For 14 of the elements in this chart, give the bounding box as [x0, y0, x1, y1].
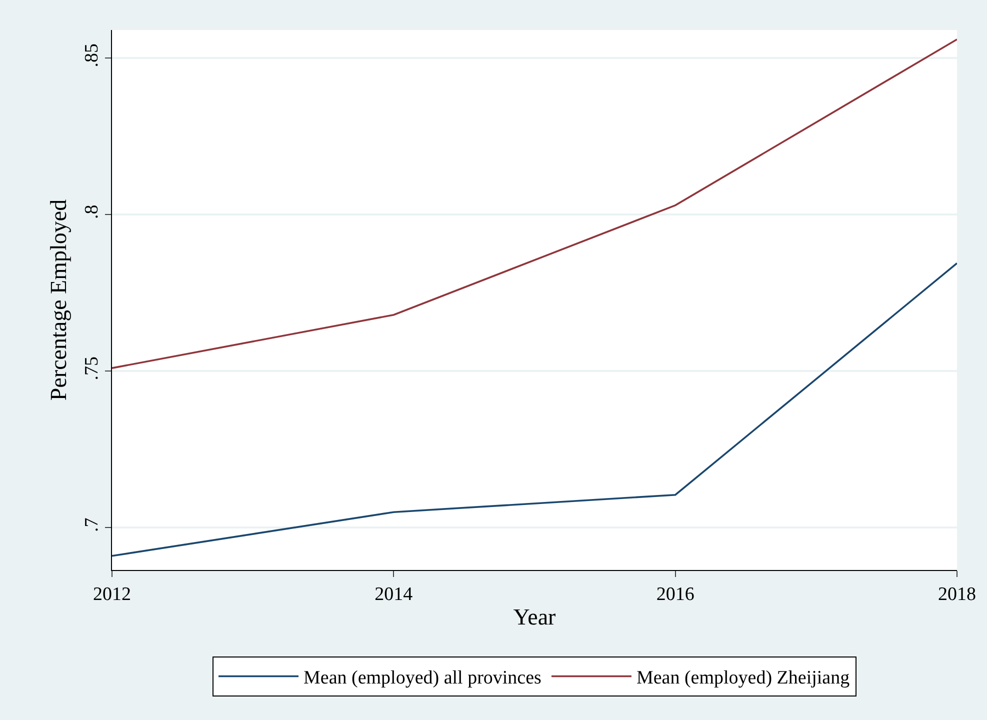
legend-label: Mean (employed) Zheijiang — [636, 668, 850, 689]
line-series — [112, 38, 957, 369]
legend-label: Mean (employed) all provinces — [304, 668, 542, 689]
x-tick-label: 2012 — [93, 584, 131, 605]
y-tick-label: .85 — [81, 43, 102, 68]
line-series — [112, 262, 957, 557]
y-tick-label: .75 — [81, 356, 102, 380]
x-tick-label: 2016 — [656, 584, 694, 605]
x-tick-label: 2018 — [938, 584, 976, 605]
x-tick-label: 2014 — [374, 584, 414, 605]
x-axis-title: Year — [513, 604, 556, 630]
y-axis-title: Percentage Employed — [46, 198, 71, 401]
y-tick-label: .7 — [81, 518, 102, 532]
y-tick-label: .8 — [81, 204, 102, 219]
